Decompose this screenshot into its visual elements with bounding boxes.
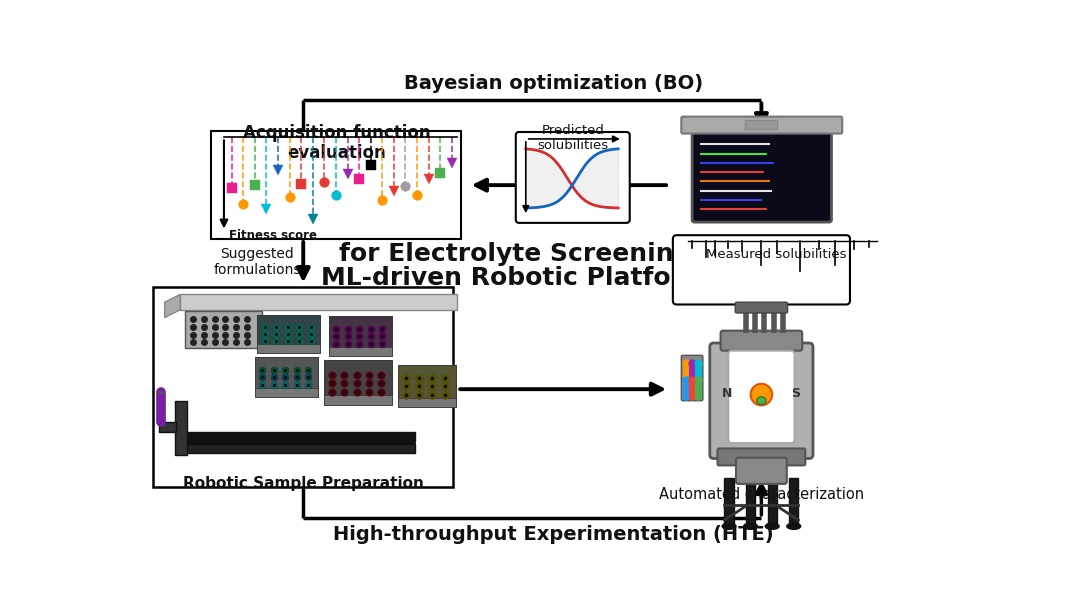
FancyBboxPatch shape: [211, 132, 461, 239]
Text: N: N: [723, 387, 732, 399]
FancyBboxPatch shape: [328, 347, 392, 356]
FancyBboxPatch shape: [692, 129, 832, 222]
Text: Surrogate model
training: Surrogate model training: [703, 125, 820, 155]
FancyBboxPatch shape: [159, 422, 176, 431]
Text: ML-driven Robotic Platform: ML-driven Robotic Platform: [321, 265, 710, 290]
FancyBboxPatch shape: [324, 360, 392, 398]
FancyBboxPatch shape: [516, 132, 630, 223]
Ellipse shape: [766, 523, 779, 529]
FancyBboxPatch shape: [673, 235, 850, 304]
FancyBboxPatch shape: [257, 315, 320, 347]
Ellipse shape: [757, 397, 766, 405]
Text: Automated characterization: Automated characterization: [659, 487, 864, 502]
FancyBboxPatch shape: [255, 388, 318, 397]
FancyBboxPatch shape: [768, 478, 777, 524]
FancyBboxPatch shape: [324, 360, 392, 398]
FancyBboxPatch shape: [710, 343, 813, 459]
Ellipse shape: [723, 523, 735, 529]
Text: High-throughput Experimentation (HTE): High-throughput Experimentation (HTE): [334, 525, 773, 544]
FancyBboxPatch shape: [397, 365, 456, 401]
FancyBboxPatch shape: [153, 287, 454, 487]
Text: Suggested
formulations: Suggested formulations: [213, 247, 301, 277]
FancyBboxPatch shape: [255, 357, 318, 391]
Ellipse shape: [787, 523, 800, 529]
FancyBboxPatch shape: [720, 331, 802, 351]
FancyBboxPatch shape: [175, 401, 187, 454]
Polygon shape: [176, 431, 415, 444]
FancyBboxPatch shape: [186, 311, 262, 348]
FancyBboxPatch shape: [725, 478, 733, 524]
FancyBboxPatch shape: [328, 347, 392, 356]
Text: Predicted
solubilities: Predicted solubilities: [537, 124, 608, 152]
FancyBboxPatch shape: [176, 431, 415, 441]
FancyBboxPatch shape: [789, 478, 798, 524]
FancyBboxPatch shape: [717, 448, 806, 465]
FancyBboxPatch shape: [176, 444, 415, 453]
FancyBboxPatch shape: [324, 395, 392, 405]
FancyBboxPatch shape: [328, 316, 392, 350]
Text: Measured solubilities: Measured solubilities: [705, 248, 846, 261]
Ellipse shape: [751, 384, 772, 405]
FancyBboxPatch shape: [735, 458, 787, 484]
Text: Robotic Sample Preparation: Robotic Sample Preparation: [183, 476, 423, 491]
FancyBboxPatch shape: [681, 355, 703, 401]
FancyBboxPatch shape: [257, 315, 320, 347]
Polygon shape: [180, 295, 457, 310]
FancyBboxPatch shape: [735, 302, 787, 313]
FancyBboxPatch shape: [257, 344, 320, 353]
FancyBboxPatch shape: [255, 388, 318, 397]
Text: Bayesian optimization (BO): Bayesian optimization (BO): [404, 74, 703, 93]
FancyBboxPatch shape: [255, 357, 318, 391]
FancyBboxPatch shape: [745, 121, 778, 130]
FancyBboxPatch shape: [728, 351, 795, 443]
FancyBboxPatch shape: [397, 365, 456, 401]
FancyBboxPatch shape: [257, 344, 320, 353]
Text: Acquisition function
evaluation: Acquisition function evaluation: [243, 124, 430, 162]
FancyBboxPatch shape: [746, 478, 755, 524]
Text: for Electrolyte Screening: for Electrolyte Screening: [339, 242, 691, 267]
FancyBboxPatch shape: [681, 116, 842, 133]
Ellipse shape: [744, 523, 757, 529]
FancyBboxPatch shape: [324, 395, 392, 405]
FancyBboxPatch shape: [397, 398, 456, 407]
Text: Fitness score: Fitness score: [229, 229, 316, 242]
FancyBboxPatch shape: [397, 398, 456, 407]
Text: S: S: [791, 387, 800, 399]
FancyBboxPatch shape: [328, 316, 392, 350]
Polygon shape: [164, 295, 180, 318]
